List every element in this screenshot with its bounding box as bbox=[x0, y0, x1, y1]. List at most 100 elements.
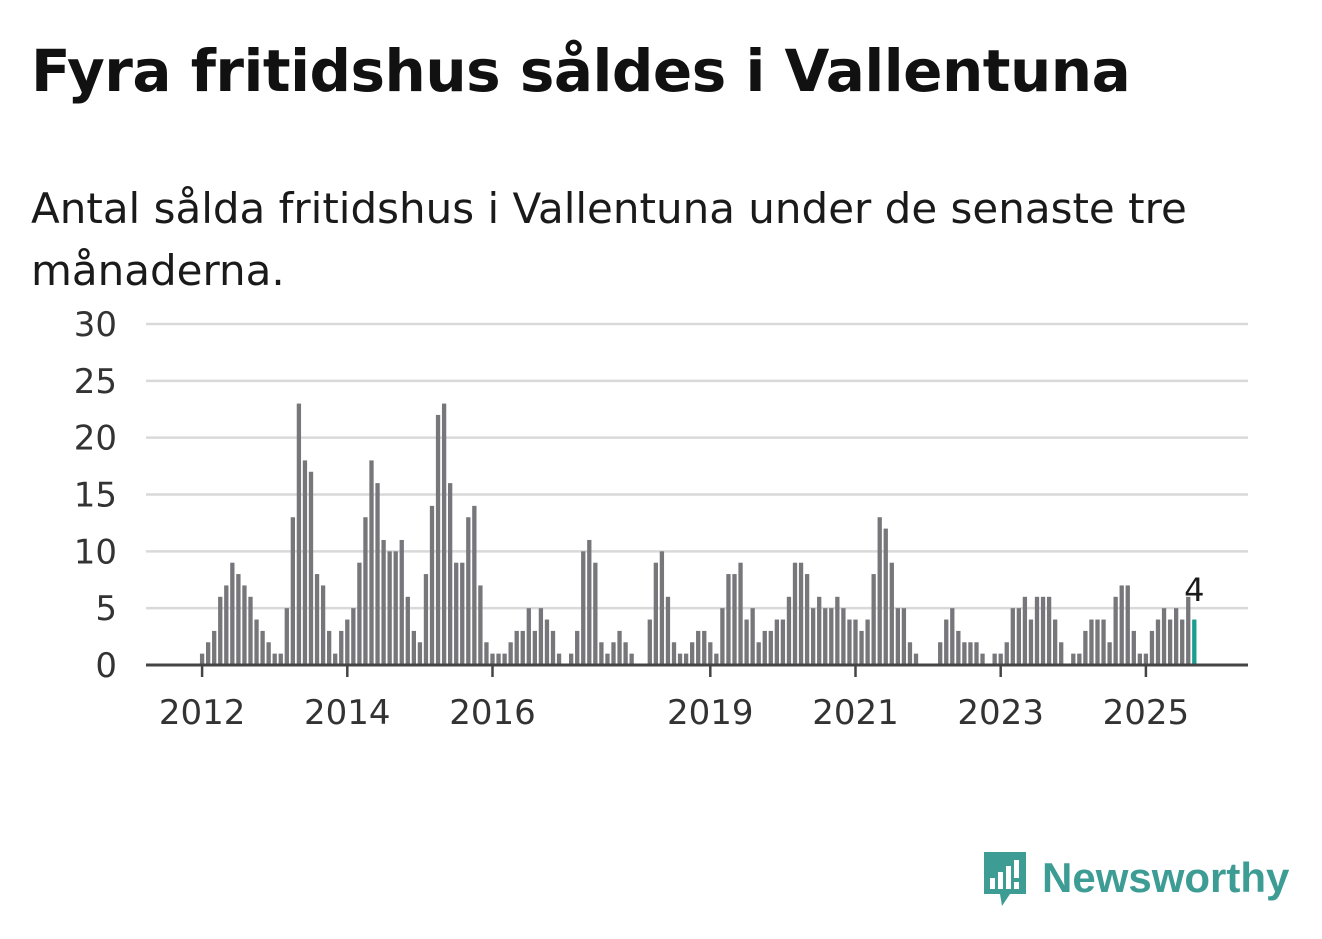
bar bbox=[405, 596, 410, 665]
bar bbox=[454, 562, 459, 665]
bar bbox=[320, 585, 326, 665]
bar bbox=[236, 574, 241, 665]
bar bbox=[1186, 596, 1191, 665]
y-tick-label: 5 bbox=[95, 589, 117, 629]
bar bbox=[1034, 596, 1040, 665]
y-tick-label: 25 bbox=[74, 362, 117, 402]
bar bbox=[242, 585, 247, 665]
bar bbox=[1174, 608, 1179, 665]
bar bbox=[968, 642, 973, 665]
x-tick-label: 2016 bbox=[449, 693, 536, 733]
chart-title: Fyra fritidshus såldes i Vallentuna bbox=[31, 37, 1131, 105]
bar bbox=[1180, 619, 1185, 665]
bar bbox=[786, 596, 792, 665]
bar bbox=[726, 574, 731, 665]
bar bbox=[690, 642, 695, 665]
bar bbox=[1125, 585, 1130, 665]
bar bbox=[1004, 642, 1009, 665]
bar bbox=[1137, 653, 1142, 665]
bar bbox=[218, 596, 223, 665]
x-tick-label: 2023 bbox=[957, 693, 1044, 733]
bar bbox=[647, 619, 652, 665]
bar bbox=[913, 653, 919, 665]
bar bbox=[199, 653, 205, 665]
bar bbox=[381, 539, 386, 665]
y-tick-label: 15 bbox=[74, 476, 117, 516]
bar bbox=[1095, 619, 1100, 665]
bar bbox=[224, 585, 229, 665]
bar bbox=[532, 630, 537, 665]
bar bbox=[944, 619, 949, 665]
bar bbox=[738, 562, 743, 665]
bar bbox=[472, 505, 477, 665]
bar bbox=[230, 562, 235, 665]
bar bbox=[750, 608, 755, 665]
highlight-value-label: 4 bbox=[1184, 571, 1204, 609]
bar bbox=[901, 608, 907, 665]
bar bbox=[804, 574, 810, 665]
bar bbox=[254, 619, 259, 665]
bar bbox=[393, 551, 398, 665]
bar bbox=[423, 574, 429, 665]
bar bbox=[774, 619, 779, 665]
y-tick-label: 10 bbox=[74, 532, 117, 572]
bar bbox=[429, 505, 435, 665]
x-tick-label: 2012 bbox=[159, 693, 246, 733]
bar bbox=[248, 596, 253, 665]
bar bbox=[266, 642, 271, 665]
bar bbox=[629, 653, 634, 665]
bar bbox=[677, 653, 683, 665]
bar bbox=[460, 562, 465, 665]
bar bbox=[617, 630, 622, 665]
bar bbox=[417, 642, 423, 665]
bar bbox=[206, 642, 211, 665]
bar bbox=[865, 619, 870, 665]
x-tick-label: 2019 bbox=[667, 693, 754, 733]
bar bbox=[369, 460, 374, 665]
bar bbox=[696, 630, 701, 665]
bar bbox=[556, 653, 562, 665]
bar bbox=[466, 517, 471, 665]
bar bbox=[623, 642, 628, 665]
bar bbox=[1107, 642, 1112, 665]
chart-subtitle: Antal sålda fritidshus i Vallentuna unde… bbox=[31, 184, 1187, 295]
bar bbox=[1016, 608, 1021, 665]
bar bbox=[1113, 596, 1118, 665]
bar bbox=[278, 653, 283, 665]
bar bbox=[296, 403, 302, 665]
bar bbox=[538, 608, 544, 665]
bar bbox=[1046, 596, 1052, 665]
bar bbox=[756, 642, 761, 665]
bar bbox=[992, 653, 997, 665]
bar bbox=[938, 642, 943, 665]
bar bbox=[671, 642, 677, 665]
bar bbox=[883, 528, 888, 665]
bar bbox=[792, 562, 798, 665]
bar bbox=[708, 642, 713, 665]
bar bbox=[544, 619, 550, 665]
bar bbox=[877, 517, 882, 665]
bar bbox=[1101, 619, 1106, 665]
bar bbox=[889, 562, 894, 665]
bar bbox=[212, 630, 217, 665]
bar bbox=[399, 539, 404, 665]
bar bbox=[345, 619, 350, 665]
bar bbox=[1131, 630, 1136, 665]
bar bbox=[998, 653, 1003, 665]
bar bbox=[853, 619, 858, 665]
bar bbox=[435, 414, 441, 665]
bar bbox=[357, 562, 362, 665]
gridlines bbox=[146, 322, 1248, 610]
newsworthy-chat-bars-icon bbox=[984, 852, 1026, 906]
bar bbox=[1022, 596, 1028, 665]
bar bbox=[811, 608, 816, 665]
bar-highlight bbox=[1192, 619, 1197, 665]
bar bbox=[1155, 619, 1161, 665]
bar bbox=[841, 608, 846, 665]
bar bbox=[605, 653, 610, 665]
bar bbox=[980, 653, 985, 665]
bar bbox=[950, 608, 955, 665]
bar bbox=[314, 574, 320, 665]
bar bbox=[665, 596, 671, 665]
bar bbox=[478, 585, 483, 665]
